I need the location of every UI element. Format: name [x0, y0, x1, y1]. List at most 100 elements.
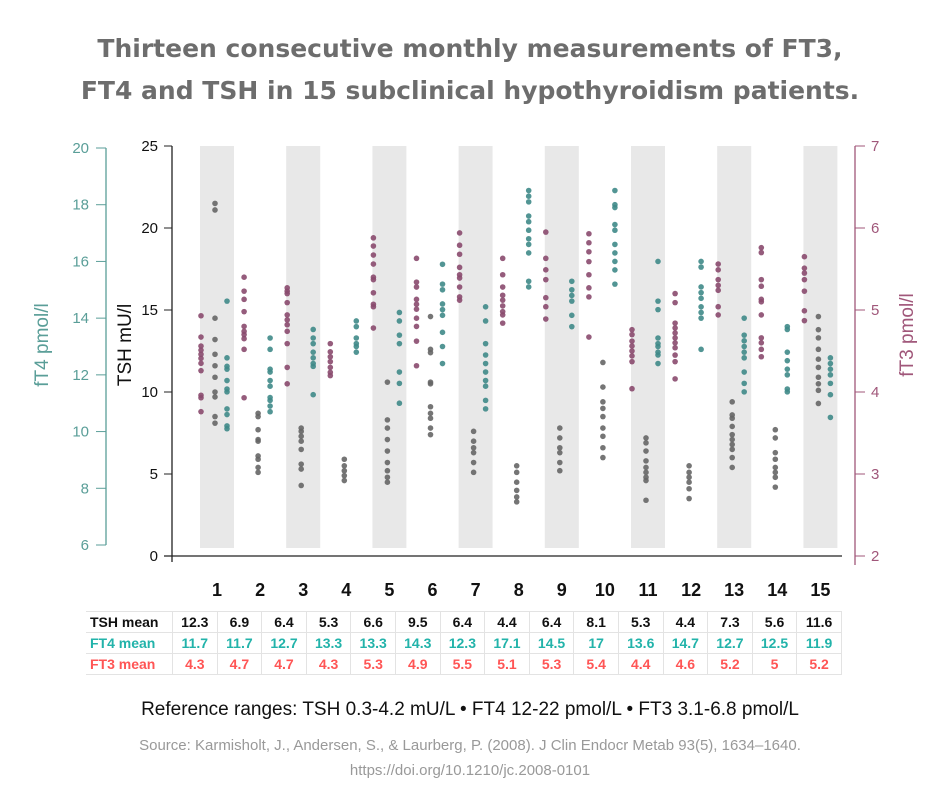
patient-label: 3 [298, 580, 308, 600]
mean-cell: 5.3 [528, 653, 575, 675]
ft3-point [758, 283, 765, 290]
ft3-point [456, 275, 463, 281]
ft4-point [612, 281, 618, 287]
ft3-point [758, 335, 765, 341]
tsh-point [470, 449, 477, 456]
ft4-point [396, 318, 403, 324]
ft3-point [758, 312, 765, 318]
tsh-point [298, 446, 305, 453]
ft3-point [672, 376, 678, 382]
ft4-point [784, 326, 791, 333]
ft4-point [569, 292, 575, 299]
ft3-point [758, 346, 765, 353]
ft3-point [413, 255, 420, 262]
mean-cell: 4.4 [617, 653, 664, 675]
ft3-point [672, 340, 678, 346]
tsh-point [513, 479, 520, 486]
tsh-point [686, 463, 692, 469]
ft4-point [353, 318, 360, 324]
ft3-point [801, 317, 808, 324]
ft4-point [224, 389, 230, 395]
tsh-tick-label: 0 [150, 548, 158, 565]
ft3-point [413, 362, 420, 369]
ft3-point [413, 279, 420, 285]
ft3-point [370, 243, 377, 249]
tsh-point [427, 313, 434, 320]
tsh-point [729, 464, 735, 471]
ft3-point [456, 264, 463, 271]
tsh-point [557, 459, 563, 466]
ft4-tick-label: 12 [72, 367, 89, 384]
tsh-point [212, 351, 218, 358]
ft4-point [612, 204, 618, 211]
ft3-point [715, 261, 721, 267]
patient-label: 9 [557, 580, 567, 600]
ft3-point [413, 284, 420, 290]
tsh-point [729, 399, 735, 405]
ft4-point [698, 289, 704, 296]
tsh-point [470, 444, 477, 451]
tsh-point [772, 426, 779, 433]
ft3-point [284, 321, 291, 328]
ft4-point [224, 355, 230, 361]
ft4-point [396, 400, 403, 407]
tsh-point [772, 449, 779, 456]
ft3-point [413, 296, 420, 303]
tsh-point [815, 387, 822, 394]
ft4-point [698, 284, 704, 290]
tsh-point [470, 459, 477, 466]
ft4-mean-row: FT4 mean 11.7 11.7 12.7 13.3 13.3 14.3 12.3 17.1… [86, 632, 842, 654]
ft3-point [758, 353, 765, 360]
ft4-point [612, 241, 618, 248]
ft4-point [224, 298, 230, 304]
mean-cell: 13.3 [305, 632, 352, 654]
ft4-point [655, 298, 661, 304]
tsh-point [513, 494, 520, 500]
ft3-point [499, 292, 506, 299]
ft4-point [525, 241, 532, 248]
ft4-point [569, 312, 575, 319]
ft4-point [482, 377, 489, 384]
tsh-point [686, 469, 692, 476]
mean-cell: 11.6 [796, 611, 842, 633]
ft4-point [482, 360, 489, 367]
tsh-point [298, 428, 305, 435]
ft4-point [698, 295, 704, 302]
ft3-point [413, 315, 420, 322]
tsh-point [815, 374, 822, 381]
mean-cell: 4.7 [261, 653, 307, 675]
tsh-point [600, 413, 606, 420]
tsh-point [427, 349, 434, 356]
ft4-point [741, 315, 747, 321]
ft4-point [827, 414, 834, 421]
ft3-point [672, 325, 678, 331]
mean-cell: 4.6 [662, 653, 709, 675]
ft3-point [284, 317, 291, 323]
ft3-point [801, 276, 808, 283]
tsh-point [384, 448, 391, 454]
tsh-point [384, 474, 391, 481]
ft3-point [543, 267, 549, 273]
ft4-point [827, 360, 834, 367]
tsh-point [772, 456, 779, 463]
ft4-point [224, 366, 230, 372]
tsh-point [815, 381, 822, 387]
tsh-point [427, 431, 434, 438]
tsh-point [557, 435, 563, 441]
patient-label: 6 [427, 580, 437, 600]
ft3-point [499, 320, 506, 326]
ft4-point [827, 366, 834, 372]
title-line-1: Thirteen consecutive monthly measurement… [97, 34, 843, 63]
ft3-point [629, 358, 635, 365]
ft4-point [353, 349, 360, 355]
ft4-point [310, 349, 317, 355]
ft3-point [543, 255, 549, 262]
ft4-tick-label: 16 [72, 253, 89, 270]
ft3-point [456, 297, 463, 303]
ft3-point [715, 312, 721, 318]
mean-cell: 5.3 [617, 611, 664, 633]
ft3-point [284, 312, 291, 318]
ft4-point [784, 372, 791, 378]
ft3-point [241, 296, 247, 303]
